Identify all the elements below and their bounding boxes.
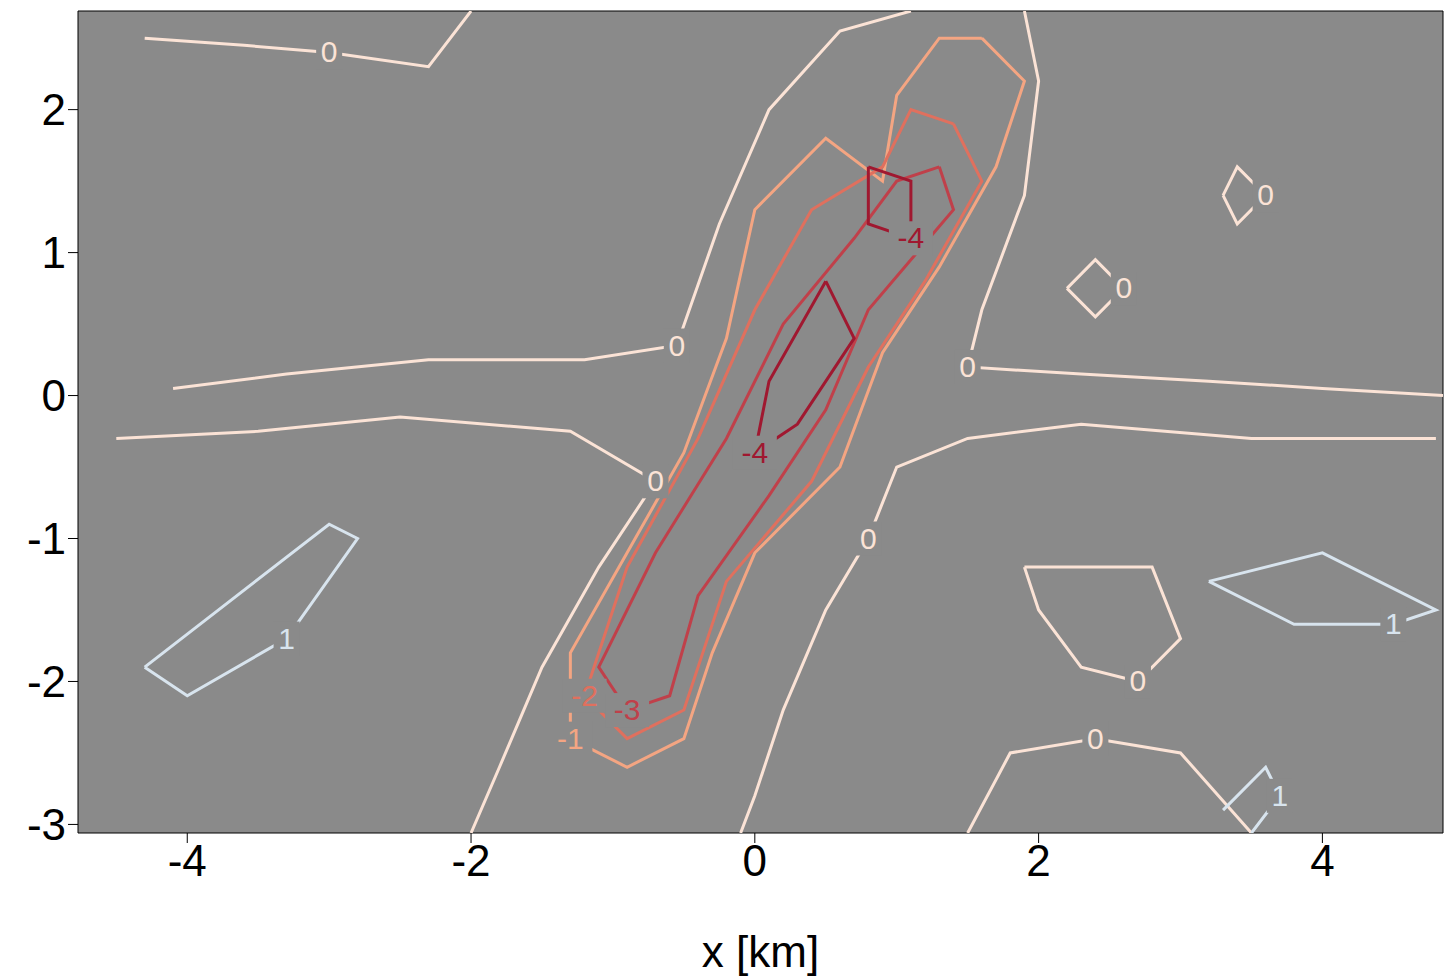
svg-text:x [km]: x [km] bbox=[702, 927, 819, 976]
svg-text:0: 0 bbox=[42, 371, 66, 420]
svg-text:0: 0 bbox=[321, 35, 338, 68]
svg-text:-1: -1 bbox=[27, 514, 66, 563]
svg-text:0: 0 bbox=[1257, 178, 1274, 211]
svg-text:0: 0 bbox=[668, 329, 685, 362]
svg-text:-1: -1 bbox=[557, 722, 584, 755]
svg-text:0: 0 bbox=[647, 464, 664, 497]
svg-text:-4: -4 bbox=[168, 836, 207, 885]
svg-text:0: 0 bbox=[1115, 271, 1132, 304]
svg-text:1: 1 bbox=[1385, 607, 1402, 640]
svg-text:1: 1 bbox=[42, 228, 66, 277]
svg-text:-3: -3 bbox=[27, 800, 66, 849]
svg-text:0: 0 bbox=[860, 522, 877, 555]
svg-text:-2: -2 bbox=[451, 836, 490, 885]
svg-text:2: 2 bbox=[1026, 836, 1050, 885]
svg-text:4: 4 bbox=[1310, 836, 1334, 885]
svg-text:-4: -4 bbox=[741, 436, 768, 469]
svg-text:-2: -2 bbox=[571, 679, 598, 712]
svg-text:0: 0 bbox=[959, 350, 976, 383]
svg-text:0: 0 bbox=[1087, 722, 1104, 755]
svg-text:0: 0 bbox=[1130, 664, 1147, 697]
svg-text:0: 0 bbox=[743, 836, 767, 885]
svg-text:-3: -3 bbox=[614, 693, 641, 726]
svg-text:-4: -4 bbox=[898, 221, 925, 254]
svg-text:1: 1 bbox=[278, 622, 295, 655]
svg-text:2: 2 bbox=[42, 85, 66, 134]
svg-text:-2: -2 bbox=[27, 657, 66, 706]
svg-text:1: 1 bbox=[1271, 779, 1288, 812]
